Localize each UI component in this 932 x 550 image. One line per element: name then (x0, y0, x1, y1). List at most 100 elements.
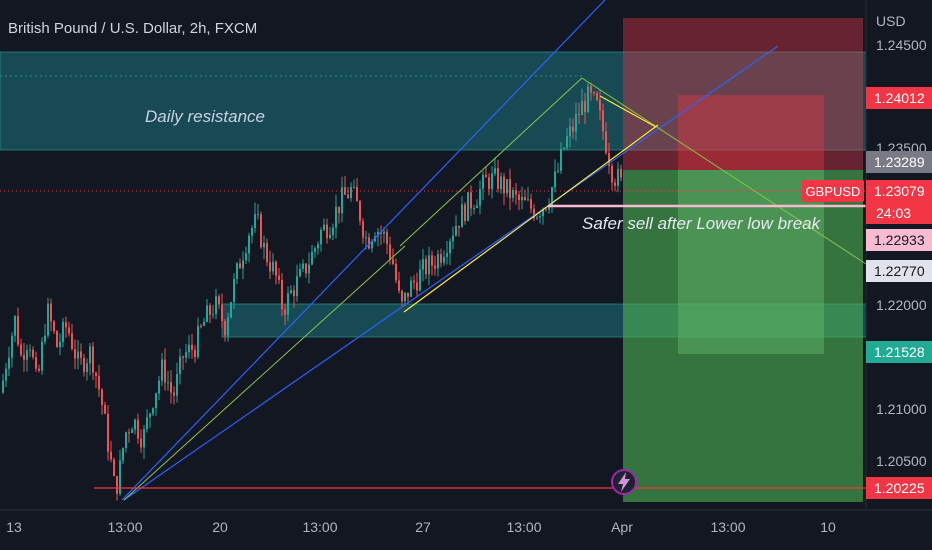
candle (620, 164, 622, 182)
safer-sell-label: Safer sell after Lower low break (582, 214, 822, 233)
candle (347, 187, 349, 199)
blue-trendline-long (123, 45, 779, 501)
candle (107, 405, 109, 461)
candle (98, 365, 100, 397)
svg-text:1.22770: 1.22770 (874, 263, 925, 279)
time-tick-label: 10 (820, 519, 836, 535)
time-tick-label: 27 (415, 519, 431, 535)
candle (305, 262, 307, 278)
candle (62, 318, 64, 348)
candle (35, 351, 37, 372)
svg-text:1.21528: 1.21528 (874, 344, 925, 360)
candle (2, 373, 4, 395)
candle (80, 343, 82, 365)
candle (584, 92, 586, 125)
time-tick-label: 13:00 (302, 519, 337, 535)
candle (41, 337, 43, 375)
candle (497, 159, 499, 193)
candle (362, 218, 364, 244)
price-tag: 1.23079 (866, 180, 932, 202)
candle (452, 226, 454, 250)
candle (104, 401, 106, 415)
blue-trendline-steep (121, 0, 606, 501)
candles (2, 82, 622, 501)
candle (251, 225, 253, 244)
candle (290, 285, 292, 295)
candle (176, 362, 178, 403)
candle (494, 157, 496, 177)
candle (215, 288, 217, 320)
candle (353, 179, 355, 189)
candle (614, 178, 616, 192)
time-tick-label: 13:00 (710, 519, 745, 535)
candle (56, 330, 58, 348)
svg-text:1.20225: 1.20225 (874, 480, 925, 496)
candle (83, 353, 85, 377)
price-tick-label: 1.22000 (876, 297, 927, 313)
svg-text:1.22933: 1.22933 (874, 232, 925, 248)
candle (341, 176, 343, 223)
candle (113, 457, 115, 477)
candle (455, 215, 457, 237)
candle (218, 294, 220, 309)
candle (527, 186, 529, 202)
candle (8, 346, 10, 377)
candle (47, 297, 49, 339)
price-tag: 1.20225 (866, 477, 932, 499)
candle (38, 364, 40, 373)
candle (194, 345, 196, 363)
candle (14, 315, 16, 342)
candle (302, 259, 304, 272)
candle (470, 185, 472, 217)
candle (521, 186, 523, 210)
time-tick-label: 13 (6, 519, 22, 535)
candle (407, 292, 409, 303)
candle (299, 263, 301, 278)
lightning-icon[interactable] (611, 469, 637, 495)
candle (404, 291, 406, 307)
candle (278, 268, 280, 285)
candle (212, 304, 214, 319)
candle (602, 103, 604, 140)
time-tick-label: 20 (212, 519, 228, 535)
candle (200, 323, 202, 329)
candle (179, 348, 181, 385)
green-trendline-lower (123, 245, 406, 501)
price-tick-label: 1.21000 (876, 401, 927, 417)
candle (260, 211, 262, 249)
time-tick-label: Apr (611, 519, 633, 535)
price-tag: 1.22770 (866, 260, 932, 282)
candle (86, 358, 88, 381)
time-tick-label: 13:00 (107, 519, 142, 535)
candle (338, 206, 340, 224)
candle (89, 343, 91, 376)
candle (20, 338, 22, 357)
candle (377, 227, 379, 247)
candle (449, 238, 451, 265)
candle (485, 166, 487, 178)
price-tag: 1.22933 (866, 229, 932, 251)
candle (578, 103, 580, 125)
candle (446, 241, 448, 265)
candle (419, 260, 421, 292)
candle (437, 249, 439, 277)
candle (596, 91, 598, 102)
candle (245, 246, 247, 264)
candle (590, 82, 592, 101)
price-axis[interactable] (866, 0, 932, 510)
candle (296, 264, 298, 302)
candle (317, 241, 319, 255)
daily-resistance-zone (0, 51, 867, 151)
candle (506, 179, 508, 198)
candle (569, 117, 571, 148)
candle (368, 233, 370, 250)
candle (617, 162, 619, 193)
candle (410, 276, 412, 298)
candle (272, 253, 274, 275)
candle (263, 235, 265, 260)
svg-text:1.24012: 1.24012 (874, 90, 925, 106)
candle (344, 175, 346, 195)
price-tag: 1.21528 (866, 341, 932, 363)
candle (197, 317, 199, 359)
